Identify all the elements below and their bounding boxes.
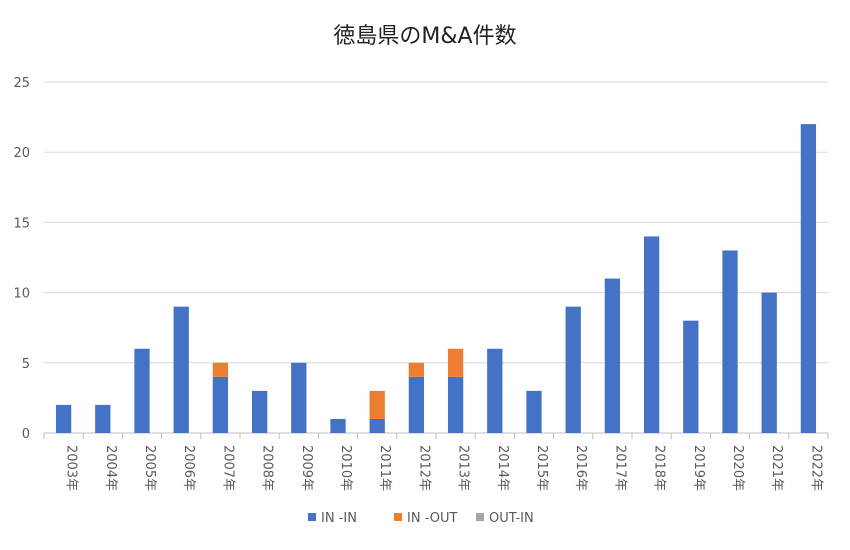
bar-segment: [683, 320, 699, 433]
bar-segment: [408, 362, 425, 377]
x-tick-label: 2020年: [730, 445, 745, 491]
x-tick-label: 2009年: [299, 445, 314, 491]
bar-segment: [369, 418, 385, 433]
x-tick-label: 2011年: [377, 445, 392, 491]
bar-segment: [212, 376, 229, 433]
bar-segment: [800, 124, 817, 434]
y-tick-label: 20: [13, 146, 30, 161]
y-tick-label: 15: [13, 216, 30, 231]
bar-segment: [330, 418, 346, 433]
bar-segment: [526, 390, 542, 433]
bar-segment: [251, 390, 268, 433]
bar-segment: [643, 236, 660, 433]
y-tick-label: 10: [13, 287, 30, 302]
x-tick-label: 2012年: [416, 445, 431, 491]
x-tick-label: 2006年: [181, 445, 196, 491]
bar-segment: [173, 306, 189, 433]
bar-segment: [722, 250, 738, 433]
legend-label: IN -OUT: [407, 511, 457, 526]
bar-segment: [604, 278, 621, 433]
bar-segment: [447, 348, 464, 377]
bar-segment: [369, 390, 385, 419]
y-tick-label: 25: [13, 76, 30, 91]
legend-swatch: [476, 513, 484, 521]
bar-segment: [134, 348, 150, 433]
x-tick-label: 2008年: [260, 445, 275, 491]
x-tick-label: 2003年: [64, 445, 79, 491]
x-tick-label: 2016年: [573, 445, 588, 491]
x-tick-label: 2015年: [534, 445, 549, 491]
bar-segment: [95, 404, 111, 433]
x-tick-label: 2014年: [495, 445, 510, 491]
bar-segment: [408, 376, 425, 433]
x-tick-label: 2005年: [142, 445, 157, 491]
bar-segment: [565, 306, 581, 433]
bar-segment: [447, 376, 464, 433]
chart-title: 徳島県のM&A件数: [333, 24, 517, 49]
x-tick-label: 2004年: [103, 445, 118, 491]
x-tick-label: 2013年: [456, 445, 471, 491]
x-tick-label: 2010年: [338, 445, 353, 491]
legend-label: OUT-IN: [489, 511, 534, 526]
y-tick-label: 0: [22, 427, 30, 442]
bar-segment: [55, 404, 72, 433]
x-tick-label: 2022年: [808, 445, 823, 491]
bar-segment: [487, 348, 503, 433]
x-tick-label: 2021年: [769, 445, 784, 491]
x-tick-label: 2007年: [220, 445, 235, 491]
legend-label: IN -IN: [321, 511, 357, 526]
legend-swatch: [308, 513, 316, 521]
bar-segment: [291, 362, 307, 433]
x-tick-label: 2017年: [612, 445, 627, 491]
y-tick-label: 5: [22, 357, 30, 372]
bar-segment: [761, 292, 777, 433]
x-tick-label: 2018年: [652, 445, 667, 491]
bar-segment: [212, 362, 229, 377]
x-tick-label: 2019年: [691, 445, 706, 491]
legend-swatch: [394, 513, 402, 521]
